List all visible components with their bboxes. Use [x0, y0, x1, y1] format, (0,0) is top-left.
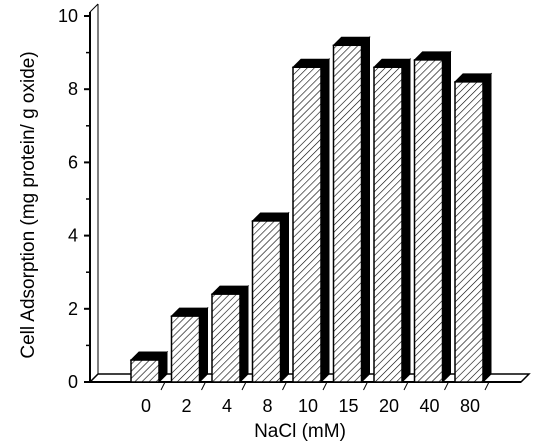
bar-side	[482, 72, 492, 384]
y-tick-label: 6	[68, 152, 78, 172]
y-tick-label: 0	[68, 372, 78, 392]
bar-front	[292, 66, 322, 383]
x-tick-label: 2	[181, 396, 191, 416]
bar-side	[199, 306, 208, 384]
back-wall-top	[89, 3, 99, 13]
y-tick-label: 4	[68, 226, 78, 246]
y-tick-label: 10	[58, 6, 78, 26]
x-tick-mark	[403, 381, 409, 391]
bar	[453, 72, 493, 384]
x-tick-mark	[484, 381, 490, 391]
x-tick-mark	[444, 381, 449, 391]
x-tick-label: 0	[141, 396, 151, 416]
x-tick-label: 15	[338, 396, 358, 416]
x-tick-mark	[241, 381, 247, 391]
bar-front	[251, 220, 282, 383]
bar-side	[239, 284, 249, 384]
x-tick-mark	[282, 381, 287, 391]
bar-front	[211, 293, 241, 383]
x-tick-label: 10	[298, 396, 318, 416]
bar	[129, 350, 169, 384]
bar-side	[320, 58, 330, 384]
bar-front	[332, 44, 363, 383]
x-tick-labels: 0 2 4 8 10 15 20 40 80	[141, 396, 480, 416]
x-tick-label: 8	[262, 396, 272, 416]
bar-front	[454, 81, 484, 383]
bar	[372, 58, 412, 384]
bar-side	[442, 50, 451, 384]
x-tick-mark	[160, 381, 166, 391]
bar	[210, 284, 250, 384]
bar-front	[373, 66, 403, 383]
bar-side	[280, 211, 289, 384]
bar-front	[413, 59, 444, 383]
x-tick-label: 80	[460, 396, 480, 416]
bar-front	[130, 359, 160, 383]
x-tick-label: 4	[222, 396, 232, 416]
y-tick-labels: 0 2 4 6 8 10	[58, 6, 78, 392]
y-tick-label: 8	[68, 79, 78, 99]
x-tick-mark	[322, 381, 328, 391]
x-tick-label: 20	[379, 396, 399, 416]
y-axis-title: Cell Adsorption (mg protein/ g oxide)	[18, 51, 39, 358]
x-tick-mark	[363, 381, 368, 391]
x-axis-title: NaCl (mM)	[254, 421, 346, 442]
bar-front	[170, 315, 201, 383]
x-tick-label: 40	[419, 396, 439, 416]
bar-side	[401, 58, 411, 384]
bar-side	[361, 36, 370, 384]
x-tick-mark	[201, 381, 206, 391]
y-tick-label: 2	[68, 299, 78, 319]
bar	[332, 36, 371, 384]
bar	[291, 58, 331, 384]
bar	[251, 211, 290, 384]
bar	[170, 306, 209, 384]
bar	[413, 50, 452, 384]
bars-group	[129, 36, 493, 384]
